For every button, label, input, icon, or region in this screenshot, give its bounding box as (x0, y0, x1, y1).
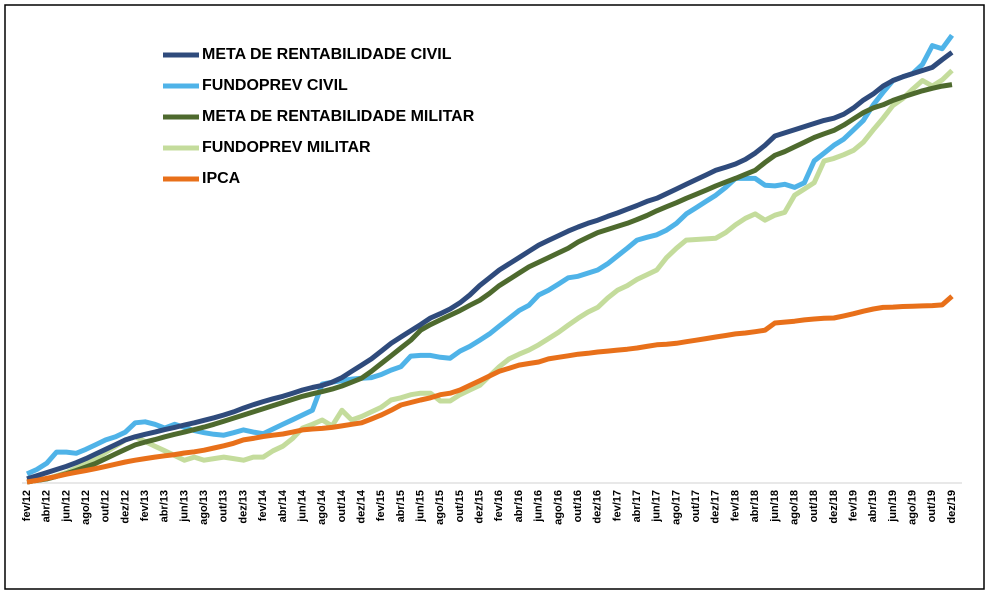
legend-label: IPCA (202, 170, 241, 187)
x-tick-label: fev/17 (611, 490, 623, 521)
x-tick-label: fev/16 (493, 490, 505, 521)
x-tick-label: ago/16 (552, 490, 564, 525)
x-tick-label: abr/18 (749, 490, 761, 522)
x-tick-label: ago/18 (788, 490, 800, 525)
x-tick-label: ago/19 (907, 490, 919, 525)
x-tick-label: out/16 (572, 490, 584, 522)
x-tick-label: out/12 (100, 490, 112, 522)
x-tick-label: abr/19 (867, 490, 879, 522)
x-tick-label: abr/16 (513, 490, 525, 522)
x-tick-label: abr/15 (395, 490, 407, 522)
x-tick-label: out/19 (926, 490, 938, 522)
frame (4, 4, 985, 590)
x-tick-label: fev/12 (21, 490, 33, 521)
x-tick-label: ago/13 (198, 490, 210, 525)
x-tick-label: out/14 (336, 489, 348, 522)
x-tick-label: abr/12 (41, 490, 53, 522)
x-tick-label: ago/15 (434, 490, 446, 525)
x-tick-label: out/17 (690, 490, 702, 522)
x-tick-label: dez/12 (119, 490, 131, 524)
legend-label: FUNDOPREV CIVIL (202, 77, 348, 94)
series-line (26, 294, 954, 485)
x-tick-label: jun/18 (769, 490, 781, 523)
x-tick-label: dez/18 (828, 490, 840, 524)
x-tick-label: jun/16 (533, 490, 545, 523)
x-tick-label: jun/13 (178, 490, 190, 523)
x-tick-label: out/13 (218, 490, 230, 522)
x-tick-label: jun/15 (415, 490, 427, 523)
x-tick-label: dez/19 (946, 490, 958, 524)
x-tick-label: fev/14 (257, 489, 269, 521)
x-tick-label: fev/18 (729, 490, 741, 521)
x-tick-label: fev/13 (139, 490, 151, 521)
x-tick-label: dez/17 (710, 490, 722, 524)
legend-label: META DE RENTABILIDADE MILITAR (202, 108, 475, 125)
series-line (26, 82, 953, 485)
x-tick-label: fev/15 (375, 490, 387, 521)
x-tick-label: ago/12 (80, 490, 92, 525)
legend-label: FUNDOPREV MILITAR (202, 139, 371, 156)
x-tick-label: fev/19 (848, 490, 860, 521)
x-tick-label: abr/13 (159, 490, 171, 522)
series-line (26, 50, 954, 482)
x-tick-label: jun/14 (296, 489, 308, 523)
x-tick-label: dez/13 (237, 490, 249, 524)
legend-label: META DE RENTABILIDADE CIVIL (202, 46, 452, 63)
x-tick-label: dez/15 (474, 490, 486, 524)
x-tick-label: jun/19 (887, 490, 899, 523)
x-tick-label: jun/12 (60, 490, 72, 523)
x-tick-label: abr/17 (631, 490, 643, 522)
x-tick-label: out/15 (454, 490, 466, 522)
x-tick-label: dez/16 (592, 490, 604, 524)
x-tick-label: ago/17 (670, 490, 682, 525)
x-tick-label: out/18 (808, 490, 820, 522)
x-tick-label: ago/14 (316, 489, 328, 525)
x-tick-label: jun/17 (651, 490, 663, 523)
x-tick-label: dez/14 (355, 489, 367, 524)
x-tick-label: abr/14 (277, 489, 289, 522)
